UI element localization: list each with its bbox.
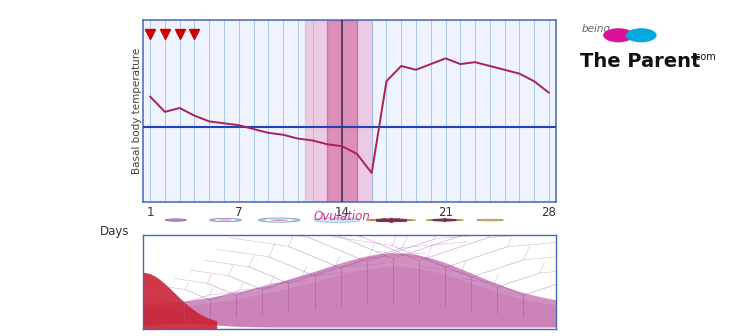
- Ellipse shape: [258, 218, 300, 222]
- Text: Ovulation: Ovulation: [314, 210, 370, 223]
- Polygon shape: [143, 253, 556, 327]
- Ellipse shape: [165, 219, 186, 221]
- Ellipse shape: [210, 218, 241, 222]
- Ellipse shape: [214, 219, 236, 221]
- Polygon shape: [366, 218, 416, 222]
- Ellipse shape: [314, 218, 360, 222]
- Text: Days: Days: [100, 225, 129, 238]
- Bar: [305, 20, 372, 202]
- Polygon shape: [143, 267, 556, 327]
- Y-axis label: Basal body temperature: Basal body temperature: [132, 48, 142, 174]
- Bar: [327, 20, 357, 202]
- Polygon shape: [426, 219, 463, 221]
- Text: .com: .com: [692, 52, 716, 62]
- Ellipse shape: [270, 219, 288, 221]
- Ellipse shape: [342, 219, 351, 220]
- Ellipse shape: [219, 219, 232, 221]
- Ellipse shape: [265, 219, 294, 221]
- Polygon shape: [143, 273, 217, 329]
- Text: being: being: [582, 24, 611, 34]
- Text: The Parent: The Parent: [580, 52, 700, 71]
- Ellipse shape: [477, 219, 504, 221]
